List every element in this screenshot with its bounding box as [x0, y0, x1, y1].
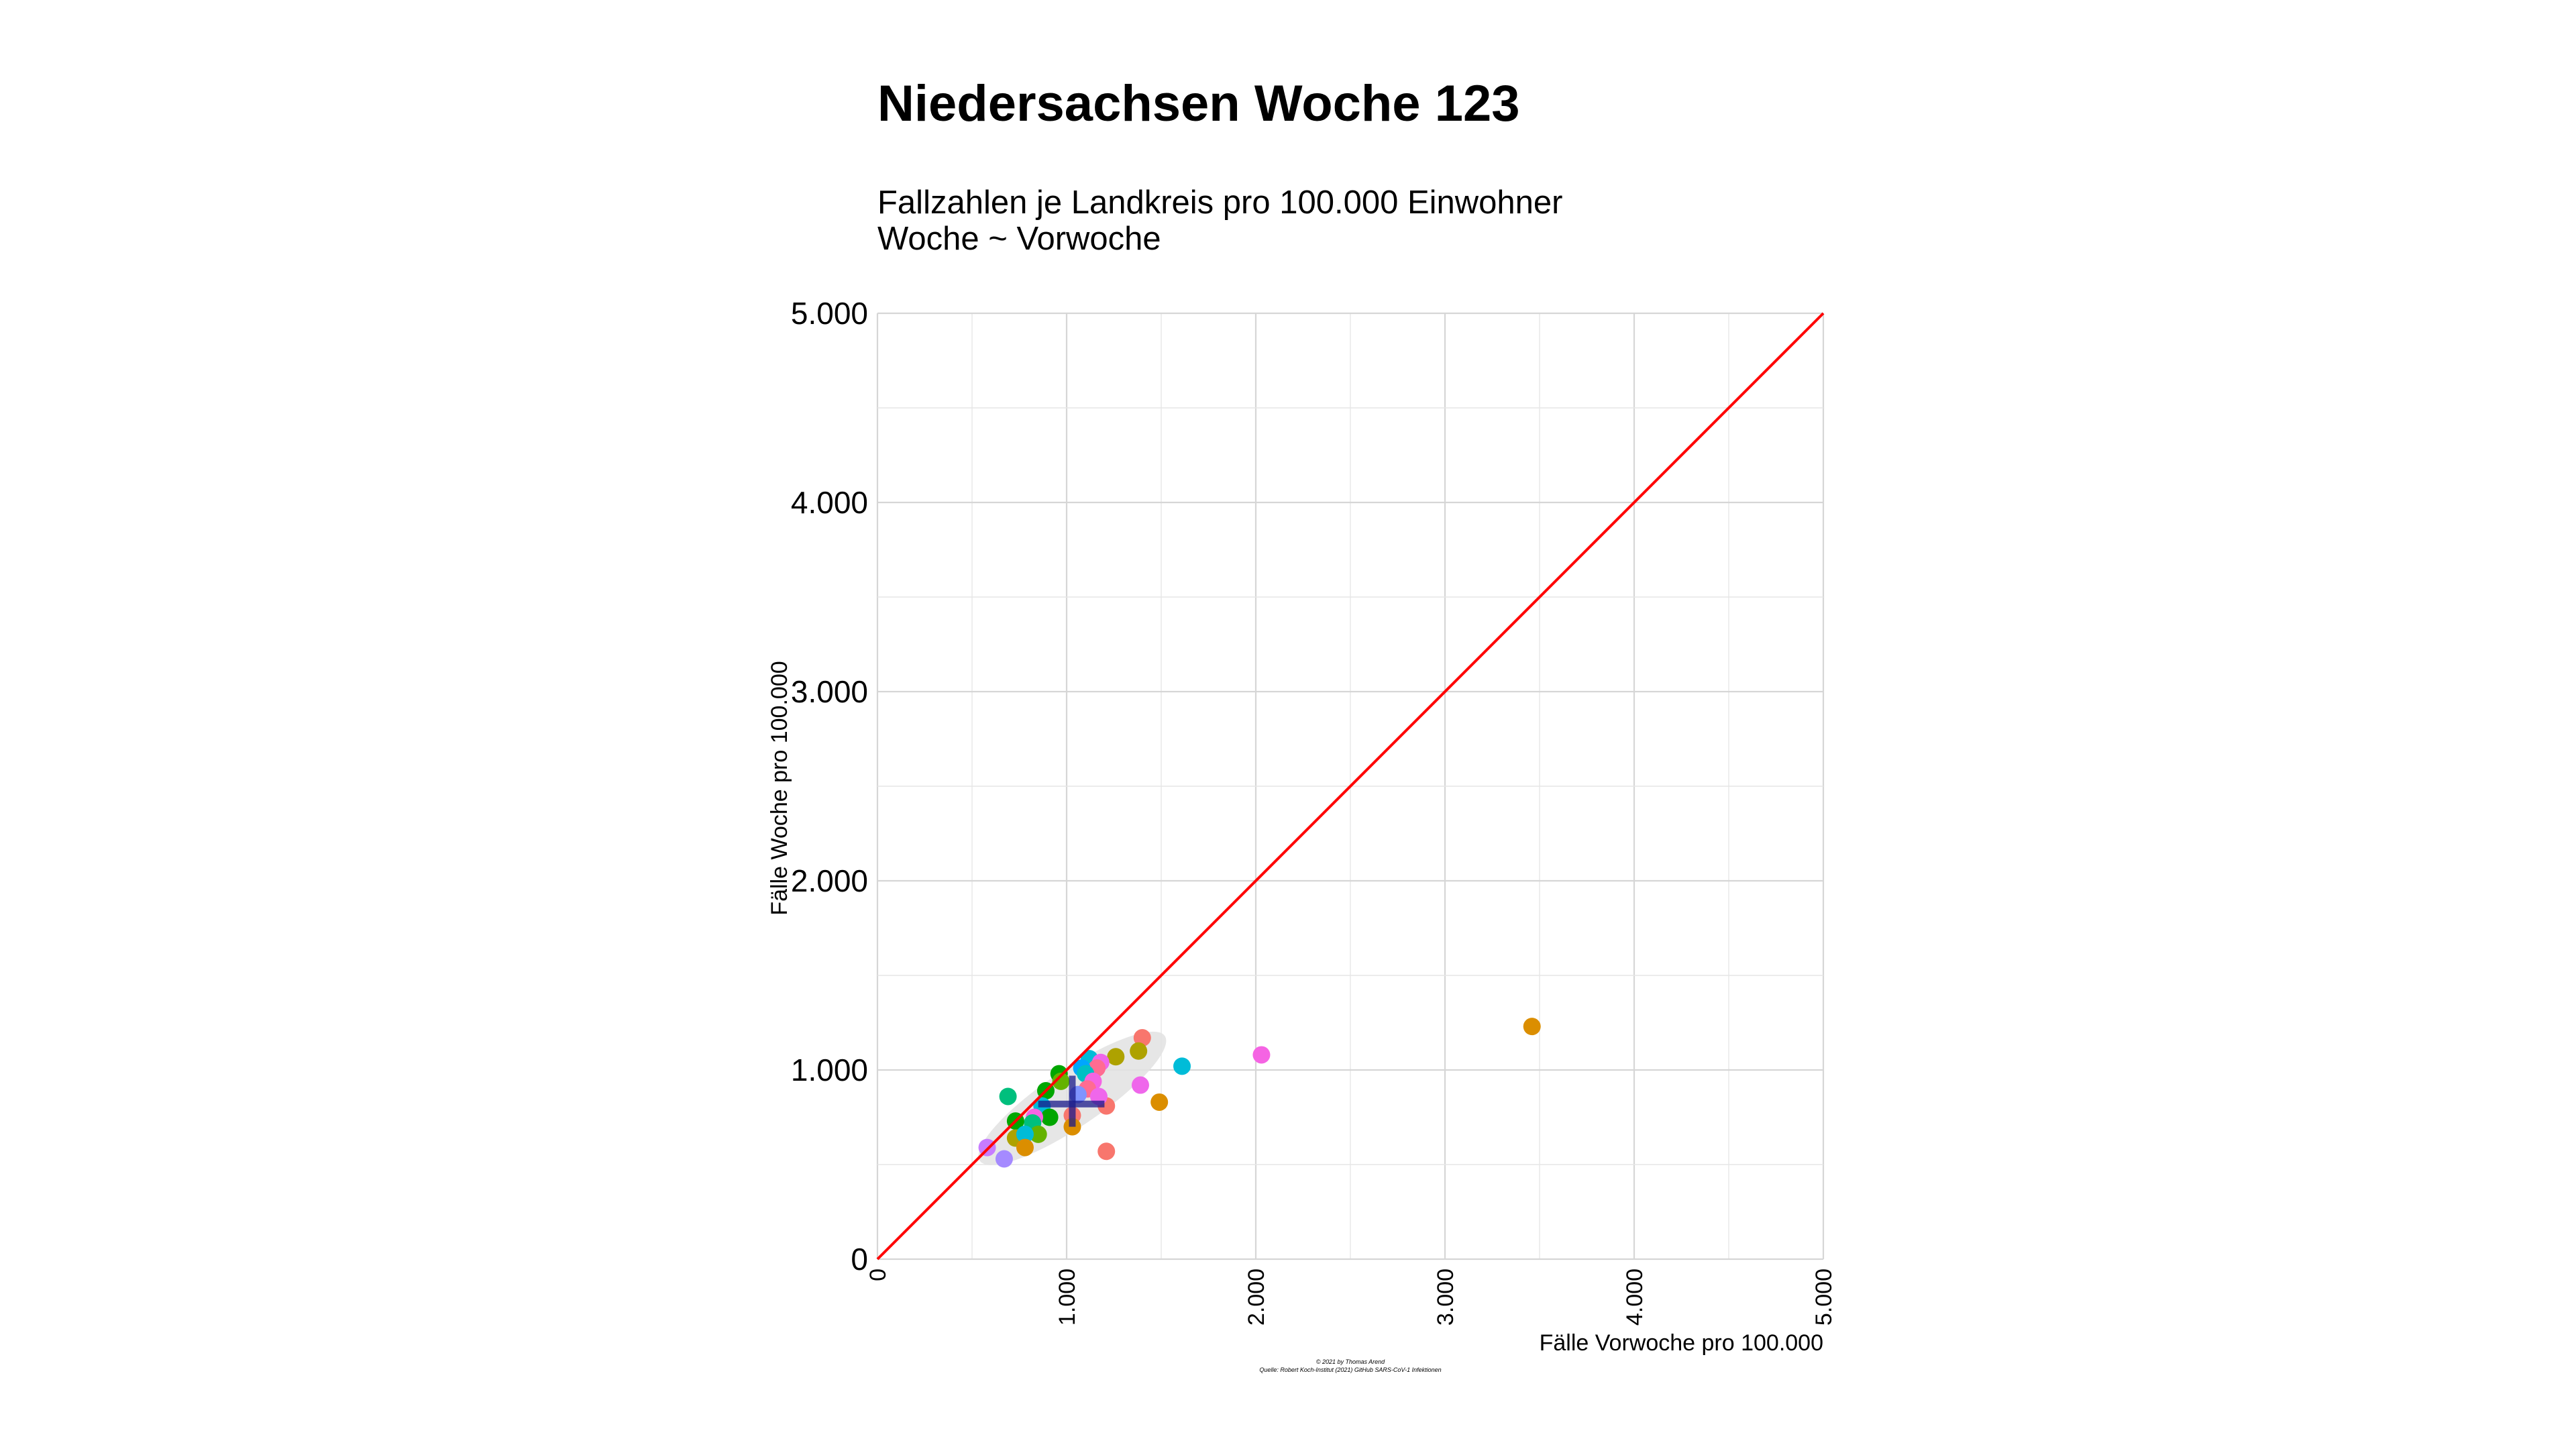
data-point-25	[1040, 1108, 1059, 1126]
data-point-0	[1523, 1018, 1541, 1036]
x-tick-label-4000: 4.000	[1622, 1269, 1648, 1326]
data-point-33	[1016, 1138, 1034, 1157]
data-point-32	[1016, 1125, 1034, 1143]
y-tick-label-4000: 4.000	[791, 485, 868, 520]
x-tick-label-1000: 1.000	[1055, 1269, 1080, 1326]
data-point-3	[1133, 1029, 1151, 1047]
chart-subtitle-line-2: Woche ~ Vorwoche	[877, 221, 1161, 257]
x-tick-labels: 0 1.000 2.000 3.000 4.000 5.000	[865, 1269, 1837, 1326]
data-point-6	[1150, 1093, 1169, 1111]
reference-line-layer	[876, 312, 1825, 1260]
x-tick-label-2000: 2.000	[1244, 1269, 1269, 1326]
y-axis-label: Fälle Woche pro 100.000	[767, 661, 792, 915]
caption-source: Quelle: Robert Koch-Institut (2021) GitH…	[1259, 1366, 1441, 1373]
data-point-29	[999, 1087, 1017, 1106]
x-tick-label-5000: 5.000	[1811, 1269, 1837, 1326]
chart-subtitle-line-1: Fallzahlen je Landkreis pro 100.000 Einw…	[877, 184, 1563, 221]
y-tick-label-2000: 2.000	[791, 863, 868, 898]
caption-copyright: © 2021 by Thomas Arend	[1316, 1358, 1385, 1365]
reference-line	[876, 312, 1825, 1260]
data-point-1	[1252, 1046, 1271, 1064]
chart-title: Niedersachsen Woche 123	[877, 75, 1520, 132]
data-point-28	[1029, 1125, 1047, 1143]
y-tick-label-0: 0	[851, 1242, 868, 1277]
data-point-22	[1052, 1072, 1070, 1090]
data-point-9	[1097, 1142, 1116, 1161]
grid	[876, 312, 1825, 1260]
y-tick-label-5000: 5.000	[791, 296, 868, 331]
x-tick-label-0: 0	[865, 1269, 891, 1281]
data-point-4	[1130, 1042, 1148, 1060]
data-point-7	[1107, 1048, 1125, 1066]
y-tick-label-1000: 1.000	[791, 1053, 868, 1087]
y-tick-labels: 0 1.000 2.000 3.000 4.000 5.000	[791, 296, 868, 1277]
data-point-5	[1131, 1076, 1149, 1094]
scatter-points	[978, 1018, 1541, 1168]
mean-crosshair	[1038, 1075, 1105, 1127]
data-point-2	[1173, 1057, 1191, 1075]
y-tick-label-3000: 3.000	[791, 674, 868, 709]
data-point-35	[995, 1150, 1013, 1168]
x-axis-label: Fälle Vorwoche pro 100.000	[1540, 1330, 1823, 1356]
x-tick-label-3000: 3.000	[1433, 1269, 1458, 1326]
